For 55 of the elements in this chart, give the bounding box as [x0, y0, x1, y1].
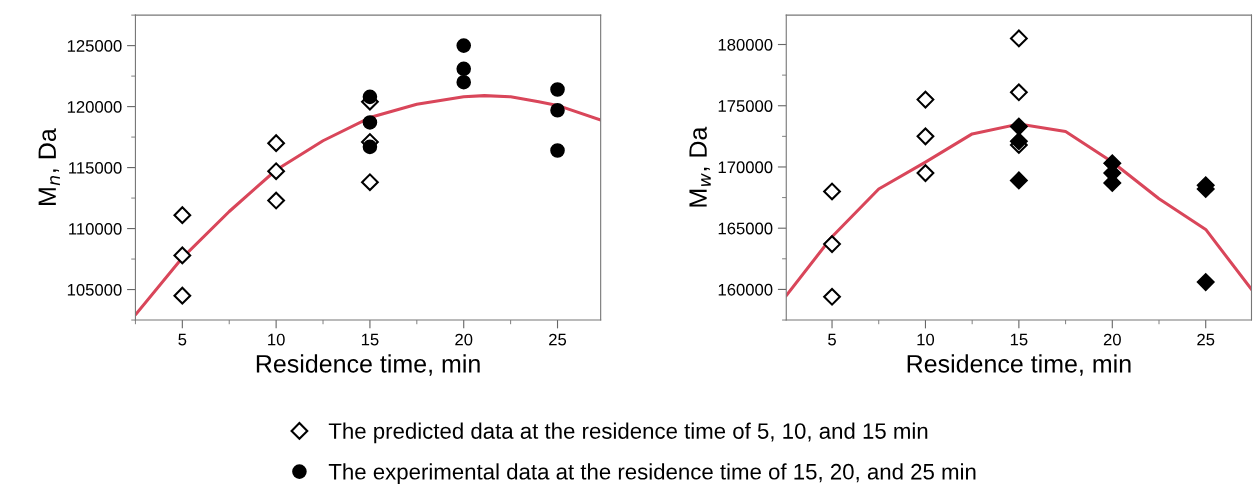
x-tick-label: 5 [178, 333, 187, 346]
point [267, 134, 286, 153]
x-tick-label: 20 [455, 333, 473, 346]
x-tick-label: 20 [1103, 333, 1121, 346]
y-tick-label: 180000 [718, 38, 773, 51]
point [1009, 83, 1028, 102]
point [173, 206, 192, 225]
point [1009, 117, 1028, 136]
point [550, 102, 565, 118]
y-tick-label: 160000 [718, 283, 773, 296]
point [823, 235, 841, 254]
point [362, 89, 378, 105]
x-tick-label: 25 [549, 333, 567, 346]
legend-label: The experimental data at the residence time of 15, 20, and 25 min [328, 463, 976, 484]
point [1009, 132, 1028, 151]
x-tick-label: 10 [917, 333, 935, 346]
point [456, 38, 472, 53]
point [173, 286, 192, 305]
y-tick-label: 120000 [67, 101, 122, 113]
y-axis-title: M$_{w}$, Da [689, 126, 711, 207]
point [361, 173, 379, 192]
x-axis-title: Residence time, min [256, 354, 480, 376]
point [362, 115, 378, 130]
y-tick-label: 115000 [69, 161, 122, 174]
point [823, 182, 841, 201]
point [173, 246, 192, 265]
x-tick-label: 10 [268, 333, 285, 346]
y-tick-label: 125000 [67, 40, 122, 52]
point [456, 61, 472, 77]
x-tick-label: 25 [1197, 333, 1215, 346]
point [916, 164, 935, 182]
x-tick-label: 5 [828, 333, 836, 346]
point [456, 74, 472, 90]
line-series [135, 94, 601, 316]
y-axis-title: M$_{n}$, Da [38, 128, 60, 205]
x-tick-label: 15 [1010, 333, 1028, 346]
point [550, 143, 565, 158]
y-tick-label: 170000 [718, 161, 773, 174]
point [916, 90, 935, 109]
point [1009, 171, 1028, 190]
point [550, 82, 565, 97]
x-axis-title: Residence time, min [907, 354, 1131, 376]
y-tick-label: 110000 [69, 222, 122, 235]
y-tick-label: 105000 [67, 283, 122, 296]
point [362, 139, 378, 155]
y-tick-label: 165000 [718, 222, 773, 235]
x-tick-label: 15 [361, 333, 379, 346]
point [267, 162, 286, 181]
point [916, 127, 935, 146]
point [1196, 273, 1215, 291]
point [823, 287, 841, 306]
point [267, 191, 286, 210]
point [1009, 29, 1028, 48]
y-tick-label: 175000 [718, 100, 773, 112]
legend-label: The predicted data at the residence time of 5, 10, and 15 min [328, 422, 928, 444]
